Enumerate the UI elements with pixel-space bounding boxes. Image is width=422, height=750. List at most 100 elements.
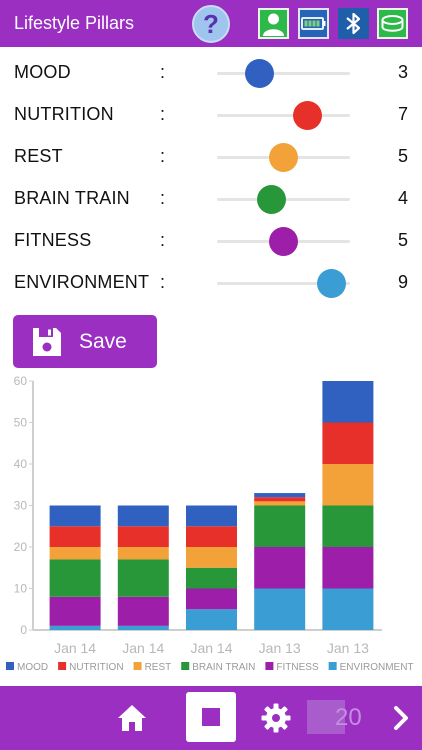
floppy-disk-icon — [33, 328, 61, 356]
pillar-row-fitness: FITNESS : 5 — [0, 221, 422, 261]
pillar-label: MOOD — [14, 62, 71, 82]
chevron-right-icon[interactable] — [390, 704, 412, 732]
pillars-history-chart: 0 10 20 30 40 50 60 Jan 14 Jan 14 Jan 14 Jan 13 Jan… — [6, 376, 414, 673]
pillar-slider-knob[interactable] — [268, 143, 298, 172]
pillar-value: 9 — [397, 272, 408, 292]
pillar-slider-knob[interactable] — [256, 185, 286, 214]
page-number: 20 — [335, 704, 362, 731]
x-tick-label: Jan 14 — [54, 640, 96, 656]
legend-swatch — [133, 662, 142, 670]
battery-icon — [301, 17, 326, 30]
home-icon[interactable] — [116, 702, 148, 734]
bar-segment — [186, 505, 237, 527]
legend-entry: NUTRITION — [69, 662, 123, 673]
pillar-row-brain-train: BRAIN TRAIN : 4 — [0, 179, 422, 219]
bar-segment — [322, 505, 374, 547]
bar-segment — [49, 625, 101, 630]
battery-button[interactable] — [298, 8, 329, 39]
help-button[interactable]: ? — [192, 5, 230, 43]
bar-segment — [117, 526, 169, 547]
user-profile-button[interactable] — [258, 8, 289, 39]
pillar-row-rest: REST : 5 — [0, 137, 422, 177]
pillar-value: 7 — [397, 104, 408, 124]
x-tick-label: Jan 14 — [190, 640, 232, 656]
bar-segment — [322, 381, 374, 423]
save-button[interactable]: Save — [13, 315, 157, 368]
bar-segment — [254, 547, 306, 589]
pillar-label: FITNESS — [14, 230, 92, 250]
pillar-slider-track[interactable] — [217, 282, 350, 285]
bar-segment — [117, 547, 169, 560]
pillar-colon: : — [160, 188, 166, 208]
pillar-colon: : — [160, 272, 166, 292]
bar-segment — [117, 505, 169, 527]
bar-segment — [49, 505, 101, 527]
pillar-slider-knob[interactable] — [268, 227, 298, 256]
stop-button[interactable] — [186, 692, 236, 742]
pillar-colon: : — [160, 62, 166, 82]
bar-segment — [49, 526, 101, 547]
y-tick-label: 60 — [14, 376, 28, 388]
pillar-label: BRAIN TRAIN — [14, 188, 130, 208]
pillar-value: 5 — [397, 146, 408, 166]
y-tick-label: 40 — [14, 457, 28, 471]
pillar-slider-knob[interactable] — [292, 101, 322, 130]
legend-entry: MOOD — [17, 662, 48, 673]
x-tick-label: Jan 13 — [259, 640, 301, 656]
pillar-label: NUTRITION — [14, 104, 114, 124]
y-tick-label: 30 — [14, 499, 28, 513]
legend-entry: FITNESS — [276, 662, 319, 673]
bar-segment — [186, 588, 237, 610]
legend-swatch — [6, 662, 14, 670]
bar-segment — [254, 505, 306, 547]
pillar-label: REST — [14, 146, 63, 166]
bar-segment — [49, 596, 101, 626]
y-tick-label: 20 — [14, 540, 28, 554]
y-tick-label: 10 — [14, 582, 28, 596]
band-button[interactable] — [377, 8, 408, 39]
bar-segment — [322, 588, 374, 630]
pillar-colon: : — [160, 230, 166, 250]
y-tick-label: 0 — [20, 623, 27, 637]
bar-segment — [49, 559, 101, 597]
bar-segment — [322, 422, 374, 464]
bar-segment — [117, 596, 169, 626]
bar-segment — [254, 493, 306, 498]
pillar-label: ENVIRONMENT — [14, 272, 150, 292]
legend-entry: ENVIRONMENT — [340, 662, 414, 673]
pillar-slider-track[interactable] — [217, 72, 350, 75]
y-tick-label: 50 — [14, 416, 28, 430]
bar-segment — [254, 501, 306, 506]
top-bar: Lifestyle Pillars ? — [0, 0, 422, 47]
bar-segment — [186, 526, 237, 547]
bluetooth-button[interactable] — [338, 8, 369, 39]
pillar-row-mood: MOOD : 3 — [0, 53, 422, 93]
pillar-slider-knob[interactable] — [244, 59, 274, 88]
legend-entry: BRAIN TRAIN — [192, 662, 255, 673]
user-icon — [263, 13, 284, 36]
bottom-bar: 20 — [0, 686, 422, 750]
x-tick-label: Jan 13 — [327, 640, 369, 656]
legend-swatch — [265, 662, 274, 670]
bluetooth-icon — [346, 12, 361, 35]
x-tick-label: Jan 14 — [122, 640, 164, 656]
pillar-row-nutrition: NUTRITION : 7 — [0, 95, 422, 135]
pillar-value: 3 — [397, 62, 408, 82]
bar-segment — [254, 588, 306, 630]
bar-segment — [117, 625, 169, 630]
legend-swatch — [181, 662, 190, 670]
page-number-mask — [307, 700, 345, 734]
pillar-colon: : — [160, 146, 166, 166]
pillar-row-environment: ENVIRONMENT : 9 — [0, 263, 422, 303]
legend-swatch — [58, 662, 67, 670]
legend-swatch — [328, 662, 337, 670]
gear-icon[interactable] — [260, 702, 292, 734]
bar-segment — [322, 547, 374, 589]
bar-segment — [186, 609, 237, 630]
bar-segment — [254, 497, 306, 502]
app-title: Lifestyle Pillars — [14, 13, 135, 33]
pillar-slider-track[interactable] — [217, 114, 350, 117]
bar-segment — [49, 547, 101, 560]
pillar-slider-knob[interactable] — [316, 269, 346, 298]
legend-entry: REST — [145, 662, 172, 673]
